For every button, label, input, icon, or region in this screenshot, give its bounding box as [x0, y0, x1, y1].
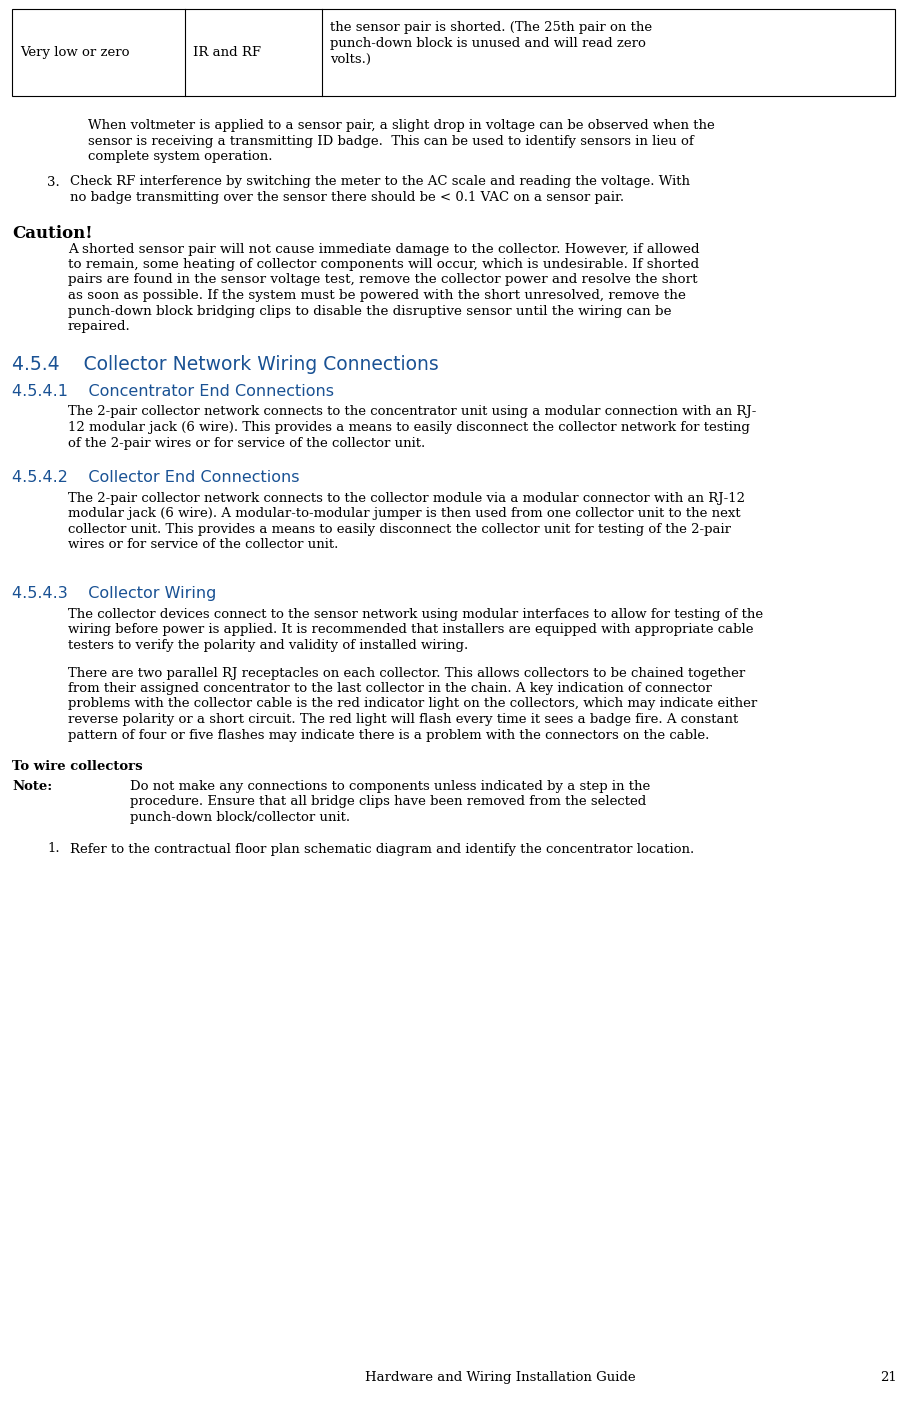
Text: punch-down block bridging clips to disable the disruptive sensor until the wirin: punch-down block bridging clips to disab… — [68, 305, 672, 318]
Text: The 2-pair collector network connects to the concentrator unit using a modular c: The 2-pair collector network connects to… — [68, 406, 756, 419]
Text: wires or for service of the collector unit.: wires or for service of the collector un… — [68, 538, 338, 551]
Text: 4.5.4.3    Collector Wiring: 4.5.4.3 Collector Wiring — [12, 587, 216, 601]
Text: procedure. Ensure that all bridge clips have been removed from the selected: procedure. Ensure that all bridge clips … — [130, 796, 646, 809]
Text: complete system operation.: complete system operation. — [88, 150, 273, 162]
Text: from their assigned concentrator to the last collector in the chain. A key indic: from their assigned concentrator to the … — [68, 682, 712, 695]
Text: collector unit. This provides a means to easily disconnect the collector unit fo: collector unit. This provides a means to… — [68, 523, 731, 535]
Text: A shorted sensor pair will not cause immediate damage to the collector. However,: A shorted sensor pair will not cause imm… — [68, 242, 700, 255]
Text: pattern of four or five flashes may indicate there is a problem with the connect: pattern of four or five flashes may indi… — [68, 729, 709, 742]
Text: 21: 21 — [880, 1371, 897, 1384]
Text: Hardware and Wiring Installation Guide: Hardware and Wiring Installation Guide — [365, 1371, 635, 1384]
Text: Note:: Note: — [12, 780, 52, 793]
Text: 3.: 3. — [47, 175, 60, 188]
Text: problems with the collector cable is the red indicator light on the collectors, : problems with the collector cable is the… — [68, 698, 757, 711]
Text: as soon as possible. If the system must be powered with the short unresolved, re: as soon as possible. If the system must … — [68, 289, 686, 302]
Text: reverse polarity or a short circuit. The red light will flash every time it sees: reverse polarity or a short circuit. The… — [68, 713, 738, 726]
Text: the sensor pair is shorted. (The 25th pair on the: the sensor pair is shorted. (The 25th pa… — [330, 21, 652, 34]
Text: Do not make any connections to components unless indicated by a step in the: Do not make any connections to component… — [130, 780, 650, 793]
Text: volts.): volts.) — [330, 53, 371, 66]
Text: Check RF interference by switching the meter to the AC scale and reading the vol: Check RF interference by switching the m… — [70, 175, 690, 188]
Text: There are two parallel RJ receptacles on each collector. This allows collectors : There are two parallel RJ receptacles on… — [68, 666, 745, 679]
Text: When voltmeter is applied to a sensor pair, a slight drop in voltage can be obse: When voltmeter is applied to a sensor pa… — [88, 120, 714, 132]
Text: 4.5.4.2    Collector End Connections: 4.5.4.2 Collector End Connections — [12, 470, 299, 486]
Text: 4.5.4    Collector Network Wiring Connections: 4.5.4 Collector Network Wiring Connectio… — [12, 356, 439, 375]
Text: 1.: 1. — [47, 843, 60, 856]
Text: testers to verify the polarity and validity of installed wiring.: testers to verify the polarity and valid… — [68, 639, 468, 652]
Text: IR and RF: IR and RF — [193, 46, 261, 58]
Text: sensor is receiving a transmitting ID badge.  This can be used to identify senso: sensor is receiving a transmitting ID ba… — [88, 134, 694, 148]
Text: Very low or zero: Very low or zero — [20, 46, 129, 58]
Text: no badge transmitting over the sensor there should be < 0.1 VAC on a sensor pair: no badge transmitting over the sensor th… — [70, 191, 624, 204]
Text: pairs are found in the sensor voltage test, remove the collector power and resol: pairs are found in the sensor voltage te… — [68, 273, 697, 286]
Text: modular jack (6 wire). A modular-to-modular jumper is then used from one collect: modular jack (6 wire). A modular-to-modu… — [68, 507, 741, 521]
Text: repaired.: repaired. — [68, 320, 131, 333]
Text: Caution!: Caution! — [12, 225, 93, 242]
Text: The collector devices connect to the sensor network using modular interfaces to : The collector devices connect to the sen… — [68, 608, 764, 621]
Text: 12 modular jack (6 wire). This provides a means to easily disconnect the collect: 12 modular jack (6 wire). This provides … — [68, 422, 750, 434]
Text: The 2-pair collector network connects to the collector module via a modular conn: The 2-pair collector network connects to… — [68, 493, 745, 506]
Text: of the 2-pair wires or for service of the collector unit.: of the 2-pair wires or for service of th… — [68, 437, 425, 450]
Text: punch-down block is unused and will read zero: punch-down block is unused and will read… — [330, 37, 646, 50]
Text: punch-down block/collector unit.: punch-down block/collector unit. — [130, 812, 350, 824]
Text: 4.5.4.1    Concentrator End Connections: 4.5.4.1 Concentrator End Connections — [12, 383, 334, 399]
Text: Refer to the contractual floor plan schematic diagram and identify the concentra: Refer to the contractual floor plan sche… — [70, 843, 694, 856]
Bar — [12, 9, 895, 95]
Text: to remain, some heating of collector components will occur, which is undesirable: to remain, some heating of collector com… — [68, 258, 699, 271]
Text: wiring before power is applied. It is recommended that installers are equipped w: wiring before power is applied. It is re… — [68, 624, 754, 637]
Text: To wire collectors: To wire collectors — [12, 760, 143, 773]
